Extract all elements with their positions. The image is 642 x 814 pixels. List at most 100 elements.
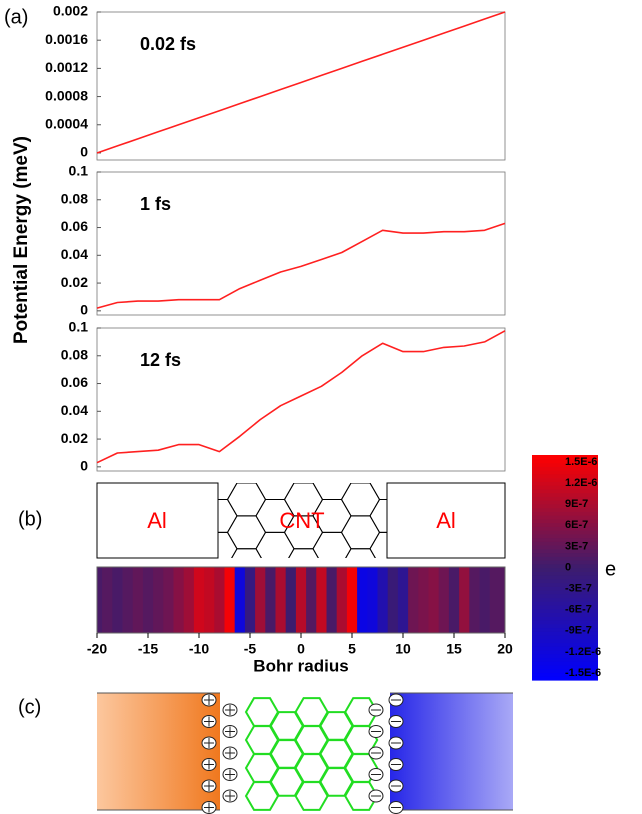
hexagon xyxy=(350,483,371,484)
x-tick-label: 15 xyxy=(446,641,462,657)
colorbar-cell xyxy=(532,496,598,501)
al-block xyxy=(96,482,219,559)
diagram-label: Al xyxy=(436,508,456,533)
x-axis-label: Bohr radius xyxy=(253,656,348,675)
heat-cell xyxy=(122,567,134,633)
colorbar-cell xyxy=(532,526,598,531)
x-tick-label: -20 xyxy=(87,641,107,657)
hexagon xyxy=(255,483,295,500)
heat-cell xyxy=(438,567,450,633)
y-tick-label: 0 xyxy=(80,302,88,318)
colorbar-label: e xyxy=(605,558,616,580)
colorbar-cell xyxy=(532,672,598,677)
y-axis-label: Potential Energy (meV) xyxy=(11,136,32,344)
colorbar-cell xyxy=(532,597,598,602)
colorbar-cell xyxy=(532,616,598,621)
heat-cell xyxy=(102,567,113,633)
hexagon xyxy=(312,531,352,558)
plot-frame xyxy=(96,171,506,316)
heat-cell xyxy=(193,567,205,633)
colorbar-cell xyxy=(532,518,598,524)
line xyxy=(96,222,506,309)
colorbar-cell xyxy=(532,593,598,599)
colorbar-cell xyxy=(532,530,598,535)
colorbar-cell xyxy=(532,500,598,505)
colorbar-tick-label: -3E-7 xyxy=(565,583,592,595)
colorbar-cell xyxy=(532,657,598,662)
colorbar-cell xyxy=(532,455,598,460)
colorbar-cell xyxy=(532,676,598,681)
heat-cell xyxy=(336,567,348,633)
heat-cell xyxy=(479,567,491,633)
hexagon xyxy=(399,450,437,483)
y-tick-label: 0.06 xyxy=(61,374,88,390)
colorbar-cell xyxy=(532,548,598,554)
plot-frame xyxy=(96,327,506,472)
colorbar-cell xyxy=(532,488,598,494)
colorbar-cell xyxy=(532,590,598,595)
colorbar-cell xyxy=(532,650,598,655)
heat-cell xyxy=(204,567,215,633)
heat-cell xyxy=(377,567,389,633)
colorbar-cell xyxy=(532,646,598,651)
colorbar-cell xyxy=(532,466,598,471)
hexagon xyxy=(171,450,209,483)
annotation: 12 fs xyxy=(140,350,181,370)
colorbar-cell xyxy=(532,665,598,670)
colorbar-cell xyxy=(532,552,598,557)
colorbar-cell xyxy=(532,477,598,482)
heat-cell xyxy=(275,567,287,633)
electrode xyxy=(390,693,513,810)
y-tick-label: 0.06 xyxy=(61,218,88,234)
electrode xyxy=(97,693,220,810)
y-tick-label: 0.0008 xyxy=(45,87,88,103)
colorbar-tick-label: 1.2E-6 xyxy=(565,477,597,489)
heat-cell xyxy=(428,567,440,633)
colorbar-cell xyxy=(532,563,598,569)
heat-cell xyxy=(316,567,327,633)
heat-cell xyxy=(234,567,246,633)
hexagon xyxy=(369,531,387,558)
colorbar-cell xyxy=(532,545,598,550)
heat-cell xyxy=(346,567,358,633)
line xyxy=(96,11,506,154)
colorbar-cell xyxy=(532,608,598,614)
heat-cell xyxy=(224,567,236,633)
hexagon xyxy=(293,483,314,484)
colorbar-cell xyxy=(532,492,598,497)
cnt-lattice xyxy=(171,450,437,558)
x-tick-label: -10 xyxy=(189,641,209,657)
panel-label: (b) xyxy=(18,508,42,530)
heat-cell xyxy=(132,567,144,633)
heat-cell xyxy=(214,567,225,633)
heat-cell xyxy=(408,567,419,633)
colorbar-tick-label: 6E-7 xyxy=(565,519,588,531)
x-tick-label: 0 xyxy=(297,641,305,657)
heat-cell xyxy=(153,567,164,633)
heat-cell xyxy=(499,567,506,633)
colorbar-cell xyxy=(532,605,598,610)
colorbar-cell xyxy=(532,612,598,617)
y-tick-label: 0 xyxy=(80,144,88,160)
y-tick-label: 0.0012 xyxy=(45,59,88,75)
heat-cell xyxy=(367,567,378,633)
colorbar-cell xyxy=(532,541,598,546)
cnt-net xyxy=(244,697,379,811)
panel-label: (a) xyxy=(4,6,28,28)
colorbar-cell xyxy=(532,533,598,539)
hexagon xyxy=(340,483,381,517)
hexagon xyxy=(340,515,381,550)
colorbar-cell xyxy=(532,511,598,516)
colorbar-cell xyxy=(532,503,598,509)
colorbar-tick-label: -1.2E-6 xyxy=(565,646,601,658)
line xyxy=(96,330,506,464)
heat-cell xyxy=(163,567,174,633)
colorbar-cell xyxy=(532,567,598,572)
charges xyxy=(201,693,404,814)
colorbar-cell xyxy=(532,631,598,636)
colorbar-cell xyxy=(532,642,598,647)
y-tick-label: 0.04 xyxy=(61,246,88,262)
diagram-label: Al xyxy=(147,508,167,533)
heat-cell xyxy=(387,567,399,633)
heat-cell xyxy=(448,567,460,633)
